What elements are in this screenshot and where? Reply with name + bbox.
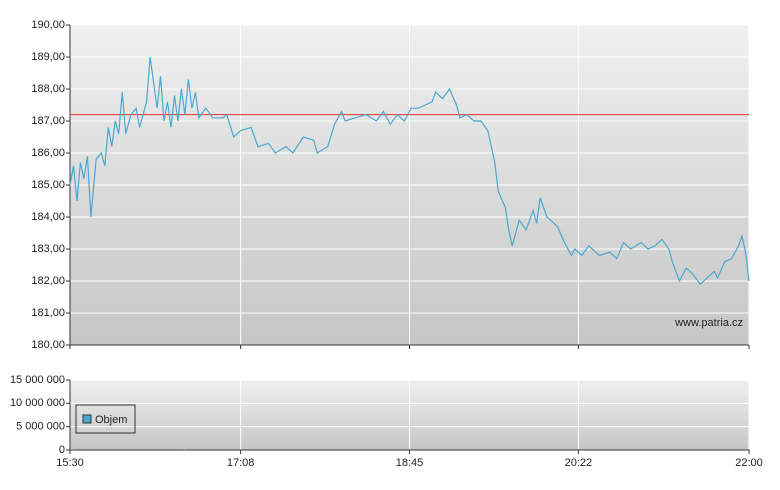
y-tick-label: 184,00	[31, 211, 65, 223]
y-tick-label: 183,00	[31, 243, 65, 255]
x-tick-label: 22:00	[735, 457, 763, 469]
y-tick-label: 188,00	[31, 83, 65, 95]
price-line	[69, 56, 750, 286]
y-tick-label: 181,00	[31, 307, 65, 319]
x-tick-label: 20:22	[565, 457, 593, 469]
x-tick-label: 15:30	[56, 457, 84, 469]
legend-label: Objem	[95, 414, 127, 426]
x-tick-label: 17:08	[227, 457, 255, 469]
y-tick-label: 187,00	[31, 115, 65, 127]
legend-box	[75, 404, 136, 434]
y-tick-label: 186,00	[31, 147, 65, 159]
volume-bar	[748, 449, 750, 450]
y-tick-label: 5 000 000	[16, 421, 65, 433]
y-tick-label: 15 000 000	[10, 374, 65, 386]
y-tick-label: 180,00	[31, 339, 65, 351]
y-tick-label: 185,00	[31, 179, 65, 191]
watermark: www.patria.cz	[674, 317, 743, 329]
x-tick-label: 18:45	[396, 457, 424, 469]
y-tick-label: 182,00	[31, 275, 65, 287]
y-tick-label: 10 000 000	[10, 397, 65, 409]
y-tick-label: 0	[59, 444, 65, 456]
y-tick-label: 189,00	[31, 51, 65, 63]
legend-swatch	[82, 414, 92, 424]
y-tick-label: 190,00	[31, 19, 65, 31]
volume-bar	[70, 449, 73, 450]
